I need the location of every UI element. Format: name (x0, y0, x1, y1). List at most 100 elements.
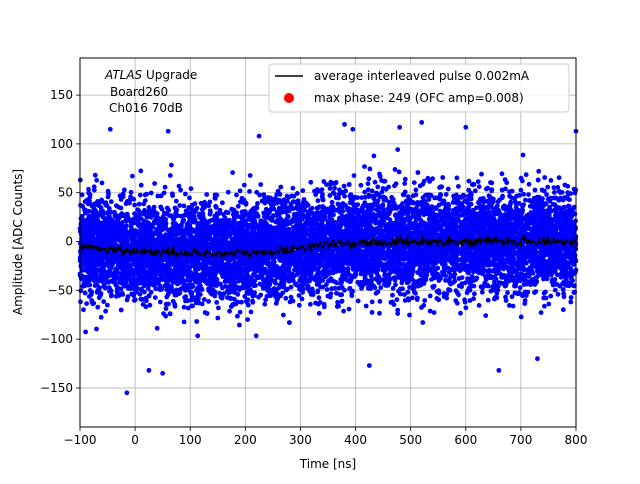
sample-point (366, 176, 371, 181)
sample-point (308, 302, 313, 307)
sample-point (263, 297, 268, 302)
sample-point (153, 295, 158, 300)
sample-point (249, 310, 254, 315)
sample-point (507, 303, 512, 308)
sample-point (483, 313, 488, 318)
sample-point (149, 213, 154, 218)
sample-point (359, 183, 364, 188)
sample-point (195, 333, 200, 338)
sample-point (548, 294, 553, 299)
sample-point (378, 299, 383, 304)
sample-point (236, 204, 241, 209)
sample-point (170, 191, 175, 196)
sample-point (137, 202, 142, 207)
sample-point (505, 290, 510, 295)
sample-point (524, 172, 529, 177)
sample-point (441, 199, 446, 204)
sample-point (414, 201, 419, 206)
sample-point (130, 174, 135, 179)
sample-point (561, 287, 566, 292)
sample-point (376, 289, 381, 294)
sample-point (202, 200, 207, 205)
sample-point (230, 170, 235, 175)
sample-point (232, 208, 237, 213)
sample-point (215, 316, 220, 321)
sample-point (460, 275, 465, 280)
sample-point (362, 164, 367, 169)
sample-point (479, 172, 484, 177)
sample-point (203, 310, 208, 315)
sample-point (444, 296, 449, 301)
sample-point (214, 300, 219, 305)
sample-point (83, 291, 88, 296)
sample-point (320, 197, 325, 202)
sample-point (297, 303, 302, 308)
sample-point (95, 305, 100, 310)
sample-point (129, 224, 134, 229)
sample-point (119, 308, 124, 313)
sample-point (477, 184, 482, 189)
sample-point (393, 167, 398, 172)
sample-point (520, 179, 525, 184)
sample-point (435, 296, 440, 301)
sample-point (489, 187, 494, 192)
sample-point (164, 306, 169, 311)
sample-point (372, 154, 377, 159)
sample-point (94, 327, 99, 332)
sample-point (519, 188, 524, 193)
sample-point (168, 173, 173, 178)
sample-point (330, 200, 335, 205)
sample-point (378, 285, 383, 290)
sample-point (542, 304, 547, 309)
sample-point (420, 320, 425, 325)
sample-point (377, 311, 382, 316)
sample-point (510, 294, 515, 299)
sample-point (370, 310, 375, 315)
sample-point (373, 180, 378, 185)
sample-point (238, 188, 243, 193)
sample-point (359, 195, 364, 200)
sample-point (388, 217, 393, 222)
sample-point (242, 294, 247, 299)
sample-point (536, 169, 541, 174)
sample-point (341, 309, 346, 314)
sample-point (204, 192, 209, 197)
sample-point (187, 196, 192, 201)
sample-point (402, 181, 407, 186)
sample-point (297, 293, 302, 298)
sample-point (395, 147, 400, 152)
sample-point (189, 186, 194, 191)
sample-point (522, 282, 527, 287)
sample-point (141, 202, 146, 207)
sample-point (527, 182, 532, 187)
sample-point (476, 179, 481, 184)
sample-point (227, 309, 232, 314)
sample-point (542, 175, 547, 180)
sample-point (168, 311, 173, 316)
sample-point (315, 288, 320, 293)
sample-point (500, 171, 505, 176)
sample-point (446, 202, 451, 207)
sample-point (455, 176, 460, 181)
sample-point (103, 309, 108, 314)
sample-point (155, 326, 160, 331)
sample-point (327, 193, 332, 198)
sample-point (135, 207, 140, 212)
sample-point (132, 203, 137, 208)
sample-point (278, 185, 283, 190)
sample-point (456, 292, 461, 297)
sample-point (386, 185, 391, 190)
sample-point (339, 292, 344, 297)
sample-point (322, 305, 327, 310)
sample-point (317, 295, 322, 300)
sample-point (238, 310, 243, 315)
sample-point (174, 199, 179, 204)
sample-point (556, 292, 561, 297)
sample-point (456, 184, 461, 189)
sample-point (546, 302, 551, 307)
sample-point (366, 181, 371, 186)
sample-point (247, 189, 252, 194)
sample-point (416, 170, 421, 175)
sample-point (234, 193, 239, 198)
